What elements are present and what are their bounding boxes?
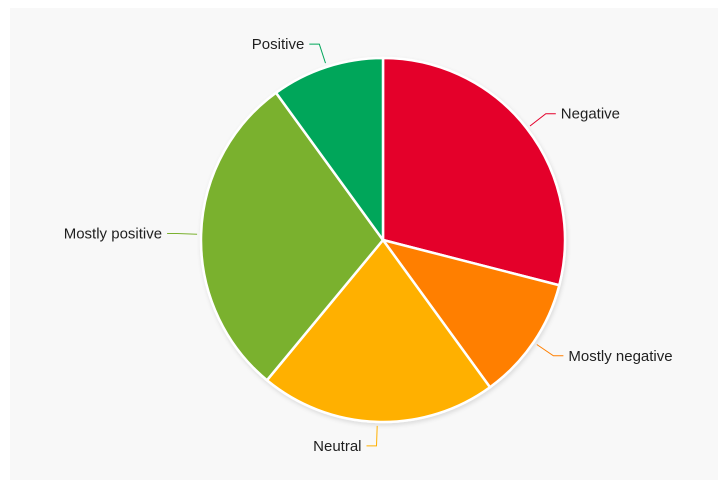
leader-line-mostly-positive	[167, 233, 198, 235]
slice-label-positive: Positive	[252, 36, 305, 53]
pie-slice-neutral	[265, 238, 492, 424]
leader-line-negative	[529, 113, 556, 127]
leader-line-mostly-negative	[536, 344, 564, 357]
leader-line-neutral	[366, 425, 378, 447]
pie-slice-mostly-positive	[199, 91, 385, 382]
slice-label-neutral: Neutral	[313, 438, 361, 455]
slice-label-mostly-negative: Mostly negative	[568, 348, 672, 365]
slice-label-negative: Negative	[561, 106, 620, 123]
pie-slice-positive	[274, 56, 385, 242]
leader-line-positive	[309, 43, 326, 64]
pie-slices	[199, 56, 567, 424]
slice-label-mostly-positive: Mostly positive	[64, 226, 162, 243]
pie-slice-negative	[381, 56, 567, 287]
pie-slice-mostly-negative	[381, 238, 561, 389]
pie-labels: Negative Mostly negative Neutral Mostly pos…	[64, 36, 673, 455]
